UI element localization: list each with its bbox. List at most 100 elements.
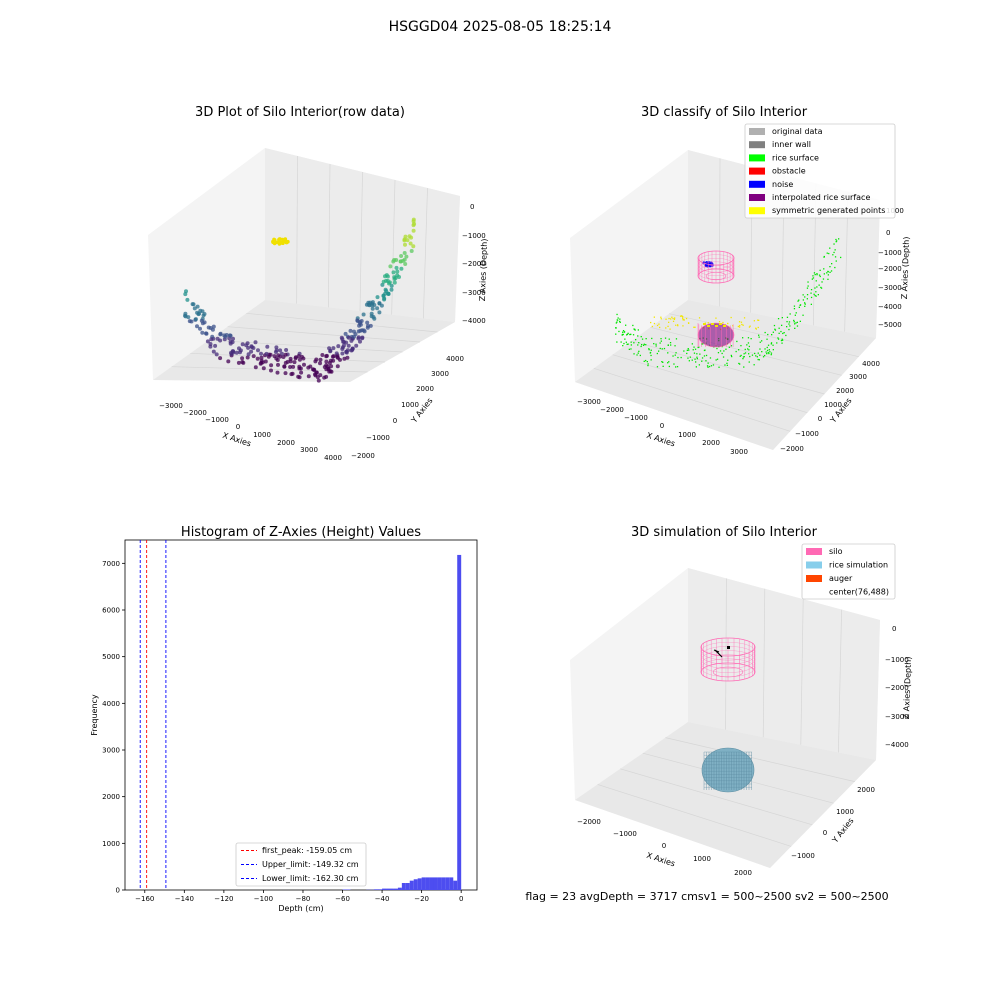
classify-rice-point	[636, 354, 638, 356]
classify-rice-point	[680, 356, 682, 359]
classify-rice-point	[813, 293, 815, 295]
classify-rice-point	[675, 352, 677, 354]
classify-rice-point	[788, 328, 790, 331]
classify-rice-point	[804, 296, 806, 298]
classify-rice-point	[772, 349, 774, 351]
raw-point	[211, 349, 216, 354]
raw-point	[264, 351, 269, 356]
classify-symmetric-point	[659, 326, 661, 329]
raw-point	[256, 348, 260, 353]
classify-rice-point	[778, 332, 780, 334]
raw-point	[308, 364, 313, 369]
raw-point-top	[283, 237, 288, 241]
classify-rice-point	[707, 362, 709, 364]
raw-point	[299, 370, 304, 375]
histogram-xtick-label: −80	[296, 895, 311, 903]
classify-rice-point	[834, 256, 837, 258]
raw-point	[336, 344, 341, 349]
raw-point	[314, 370, 319, 375]
simulation-ylabel: Y Axies	[830, 816, 856, 845]
classify-rice-point	[774, 329, 777, 331]
classify-rice-point	[748, 361, 750, 363]
raw-point	[316, 378, 321, 383]
classify-rice-point	[786, 316, 789, 318]
classify-symmetric-point	[667, 325, 669, 327]
classify-symmetric-point	[680, 315, 682, 317]
raw-point	[283, 371, 288, 376]
panel-raw-title: 3D Plot of Silo Interior(row data)	[195, 105, 405, 120]
classify-rice-point	[617, 319, 619, 321]
raw-point	[199, 318, 204, 323]
raw-point	[327, 346, 332, 351]
panel-simulation-back-wall	[688, 568, 880, 760]
raw-point	[306, 374, 311, 379]
histogram-bar	[445, 877, 450, 890]
classify-rice-point	[786, 326, 788, 328]
raw-point	[255, 356, 260, 361]
classify-rice-point	[676, 366, 679, 368]
histogram-bar	[397, 887, 402, 890]
classify-symmetric-point	[755, 327, 757, 329]
raw-point	[409, 235, 414, 240]
simulation-legend: silo rice simulation auger center(76,488)	[801, 543, 896, 600]
raw-point	[218, 356, 223, 361]
classify-rice-point	[798, 306, 800, 308]
classify-rice-point	[619, 320, 621, 323]
classify-legend: original data inner wall rice surface obsta…	[744, 123, 896, 219]
classify-rice-point	[709, 357, 712, 359]
classify-symmetric-point	[722, 321, 724, 324]
classify-rice-point	[632, 334, 635, 336]
raw-xtick: 2000	[277, 439, 295, 447]
classify-xtick: −3000	[577, 398, 601, 406]
classify-symmetric-point	[758, 319, 760, 321]
classify-rice-point	[701, 343, 703, 345]
classify-rice-point	[832, 254, 834, 256]
raw-ytick: −2000	[351, 452, 375, 460]
classify-rice-point	[701, 357, 704, 359]
classify-rice-point	[770, 354, 772, 356]
classify-rice-point	[773, 324, 776, 327]
histogram-xtick-label: −40	[375, 895, 390, 903]
legend-swatch	[749, 154, 765, 162]
classify-symmetric-point	[668, 321, 670, 323]
grid-line	[327, 163, 331, 308]
histogram-xtick-label: 0	[459, 895, 463, 903]
raw-point	[291, 364, 296, 369]
classify-legend-items: original data inner wall rice surface obsta…	[749, 127, 885, 215]
histogram-bar	[374, 889, 379, 890]
histogram-title: Histogram of Z-Axies (Height) Values	[181, 525, 421, 540]
raw-point	[192, 306, 197, 311]
legend-label: obstacle	[772, 167, 806, 176]
raw-point	[350, 347, 355, 352]
classify-rice-point	[647, 364, 649, 367]
panel-raw-zticks: 0 −1000 −2000 −3000 −4000	[462, 203, 486, 325]
classify-rice-point	[651, 337, 653, 340]
classify-rice-point	[715, 359, 717, 361]
classify-rice-point	[816, 273, 818, 275]
classify-rice-point	[693, 346, 695, 348]
grid-line	[227, 326, 421, 343]
classify-symmetric-point	[730, 316, 732, 319]
raw-point	[298, 366, 303, 371]
classify-rice-point	[707, 366, 709, 368]
classify-rice-point	[771, 334, 773, 336]
classify-symmetric-point	[742, 324, 744, 326]
classify-rice-point	[632, 324, 634, 327]
classify-rice-point	[643, 344, 645, 346]
histogram-bar	[413, 879, 418, 890]
classify-symmetric-point	[748, 326, 751, 328]
raw-point	[228, 339, 233, 344]
classify-rice-point	[630, 341, 632, 343]
histogram-bar	[417, 878, 422, 890]
classify-rice-point	[641, 344, 643, 346]
classify-rice-point	[788, 323, 790, 325]
classify-rice-point	[691, 343, 693, 345]
raw-point	[296, 374, 301, 379]
raw-point	[285, 359, 290, 364]
grid-line	[631, 340, 825, 395]
legend-label: auger	[829, 574, 853, 583]
grid-line	[620, 768, 813, 826]
raw-point	[228, 333, 232, 338]
classify-rice-point	[765, 351, 767, 353]
classify-symmetric-point	[675, 324, 677, 326]
